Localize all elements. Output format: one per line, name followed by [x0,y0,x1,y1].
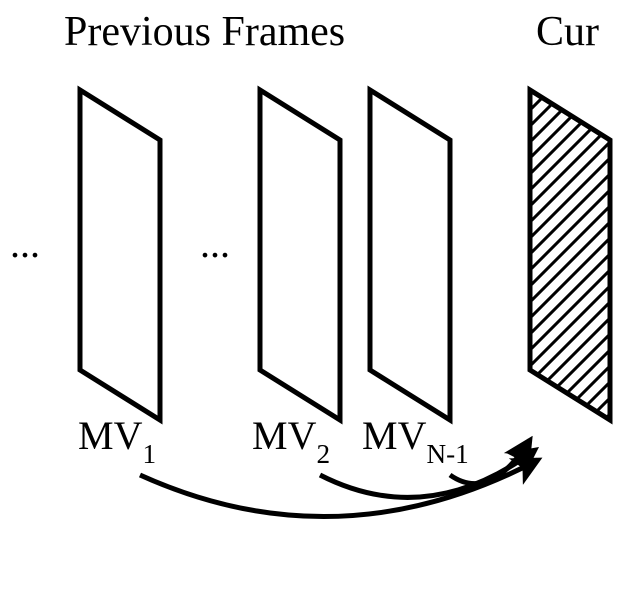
ellipsis-1: ... [10,220,40,267]
frame-f3 [370,90,450,420]
diagram-canvas [0,0,636,598]
frame-f1 [80,90,160,420]
mvn1-label: MVN-1 [362,412,469,465]
arrow-1 [140,460,538,517]
title-previous-frames: Previous Frames [64,8,345,56]
ellipsis-2: ... [200,220,230,267]
title-current: Cur [536,8,599,56]
mv1-label: MV1 [78,412,156,465]
mv2-label: MV2 [252,412,330,465]
frame-f2 [260,90,340,420]
frame-cur [530,90,610,420]
